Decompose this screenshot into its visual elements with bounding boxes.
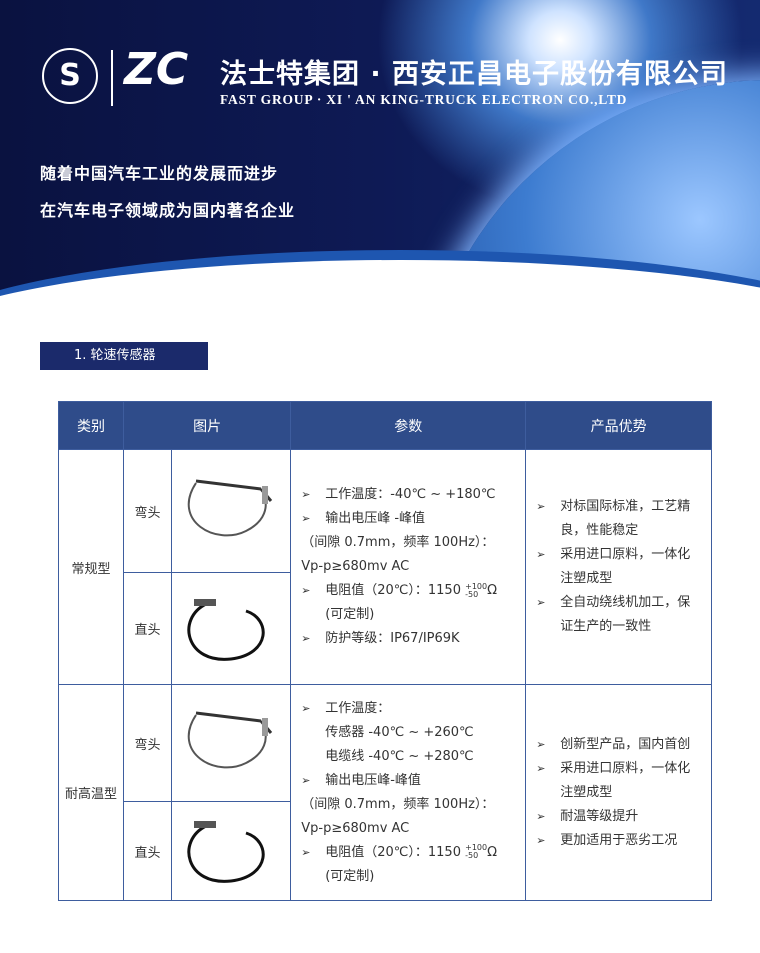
table-row: 常规型 弯头 ➢ 工作温度：-40℃ ~ +180℃ ➢ 输出电压峰 -峰值 （间隙… [58, 449, 712, 685]
advantage: 更加适用于恶劣工况 [560, 832, 678, 848]
header-picture: 图片 [122, 401, 292, 450]
advantage: 耐温等级提升 [560, 808, 639, 824]
param-gap: （间隙 0.7mm，频率 100Hz）： [301, 796, 495, 812]
param-voltage: 输出电压峰-峰值 [325, 772, 421, 788]
table-row: 直头 [59, 801, 712, 901]
banner-swoosh [0, 250, 760, 332]
arrow-bullet-icon: ➢ [536, 833, 546, 847]
arrow-bullet-icon: ➢ [536, 737, 546, 751]
tol-plus: +100 [465, 843, 488, 852]
param-cable-temp: 电缆线 -40℃ ~ +280℃ [325, 748, 474, 764]
arrow-bullet-icon: ➢ [536, 596, 546, 609]
logo-divider [111, 50, 113, 106]
tol-plus: +100 [465, 581, 488, 591]
header-category: 类别 [58, 401, 124, 450]
advantage: 采用进口原料，一体化注塑成型 [560, 760, 691, 800]
bent-sensor-image [170, 684, 292, 802]
straight-sensor-image [170, 572, 292, 685]
advantages-cell: ➢ 创新型产品，国内首创 ➢ 采用进口原料，一体化注塑成型 ➢ 耐温等级提升 ➢ 更加适… [525, 684, 712, 901]
fast-logo: S [42, 48, 98, 104]
params-cell: ➢ 工作温度：-40℃ ~ +180℃ ➢ 输出电压峰 -峰值 （间隙 0.7mm，… [290, 449, 527, 685]
unit: Ω [487, 844, 498, 860]
slogan-1: 随着中国汽车工业的发展而进步 [40, 164, 279, 183]
variant-cell: 弯头 [123, 684, 172, 802]
company-name-cn: 法士特集团 · 西安正昌电子股份有限公司 [220, 59, 729, 90]
header-advantages: 产品优势 [525, 401, 712, 450]
kingtruck-logo: ZC [124, 44, 189, 95]
variant-cell: 直头 [123, 572, 172, 685]
param-sensor-temp: 传感器 -40℃ ~ +260℃ [325, 724, 474, 740]
param-gap: （间隙 0.7mm，频率 100Hz）： [301, 535, 495, 550]
arrow-bullet-icon: ➢ [301, 512, 311, 525]
param-temp: 工作温度：-40℃ ~ +180℃ [325, 487, 496, 502]
param-temp: 工作温度： [325, 700, 391, 716]
param-custom: (可定制) [325, 868, 375, 884]
params-cell: ➢ 工作温度： 传感器 -40℃ ~ +260℃ 电缆线 -40℃ ~ +280℃ ➢… [290, 684, 527, 901]
param-protection: 防护等级：IP67/IP69K [325, 631, 460, 646]
param-vpp: Vp-p≥680mv AC [301, 820, 410, 836]
variant-cell: 弯头 [123, 449, 172, 573]
header-params: 参数 [290, 401, 527, 450]
arrow-bullet-icon: ➢ [301, 584, 311, 597]
arrow-bullet-icon: ➢ [536, 548, 546, 561]
advantage: 创新型产品，国内首创 [560, 736, 691, 752]
variant-cell: 直头 [123, 801, 172, 901]
section-title: 1. 轮速传感器 [40, 342, 208, 370]
arrow-bullet-icon: ➢ [301, 773, 311, 787]
advantage: 采用进口原料，一体化注塑成型 [560, 547, 691, 586]
table-header: 类别 图片 参数 产品优势 [58, 401, 712, 450]
bent-sensor-image [170, 449, 292, 573]
arrow-bullet-icon: ➢ [536, 500, 546, 513]
unit: Ω [487, 583, 498, 598]
tol-minus: -50 [465, 851, 479, 860]
arrow-bullet-icon: ➢ [301, 632, 311, 645]
category-cell: 常规型 [58, 449, 124, 685]
arrow-bullet-icon: ➢ [301, 845, 311, 859]
table-row: 直头 [59, 572, 712, 685]
param-resistance: 电阻值（20℃）：1150 [325, 583, 461, 598]
param-voltage: 输出电压峰 -峰值 [325, 511, 426, 526]
slogan-2: 在汽车电子领域成为国内著名企业 [40, 201, 296, 220]
company-name-en: FAST GROUP · XI ' AN KING-TRUCK ELECTRON… [220, 92, 628, 107]
category-cell: 耐高温型 [58, 684, 124, 901]
tol-minus: -50 [465, 589, 479, 599]
advantages-cell: ➢ 对标国际标准，工艺精良，性能稳定 ➢ 采用进口原料，一体化注塑成型 ➢ 全自动绕线… [525, 449, 712, 685]
param-vpp: Vp-p≥680mv AC [301, 559, 410, 574]
arrow-bullet-icon: ➢ [536, 809, 546, 823]
param-resistance: 电阻值（20℃）：1150 [325, 844, 461, 860]
straight-sensor-image [170, 801, 292, 901]
arrow-bullet-icon: ➢ [301, 701, 311, 715]
arrow-bullet-icon: ➢ [536, 761, 546, 775]
table-row: 耐高温型 弯头 ➢ 工作温度： 传感器 -40℃ ~ +260℃ 电缆线 -40℃ ~… [58, 684, 712, 901]
advantage: 全自动绕线机加工，保证生产的一致性 [560, 595, 691, 634]
product-table: 类别 图片 参数 产品优势 常规型 弯头 ➢ 工作温度：-40℃ ~ +180℃ … [58, 401, 712, 901]
arrow-bullet-icon: ➢ [301, 488, 311, 501]
param-custom: (可定制) [325, 607, 375, 622]
header-banner: S ZC 法士特集团 · 西安正昌电子股份有限公司 FAST GROUP · X… [0, 0, 760, 332]
advantage: 对标国际标准，工艺精良，性能稳定 [560, 499, 691, 538]
